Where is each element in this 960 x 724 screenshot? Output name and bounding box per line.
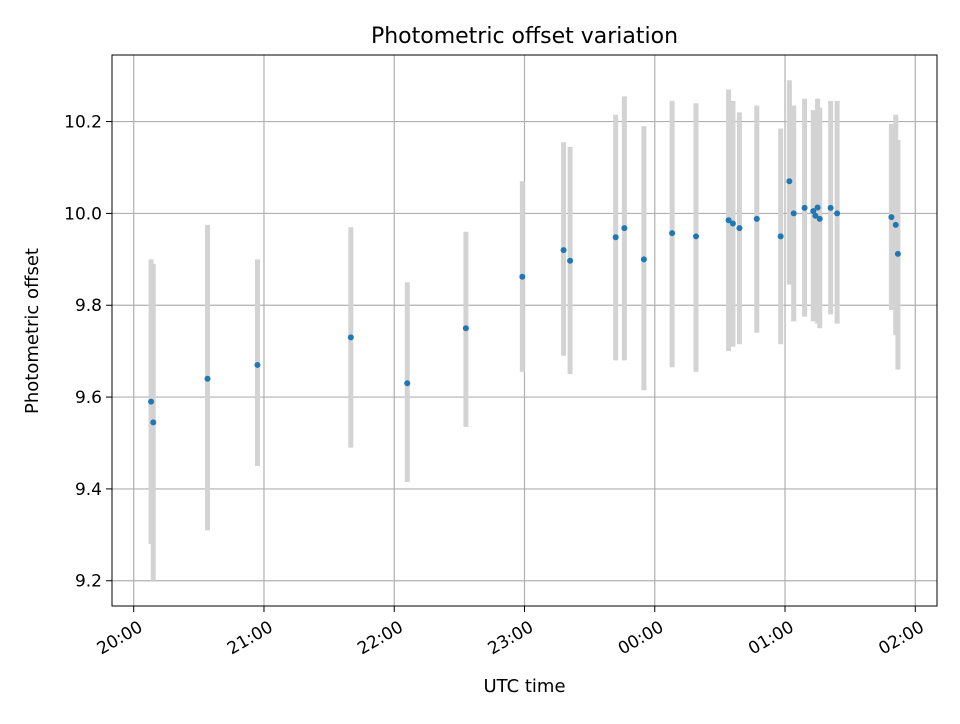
data-point [669,230,676,237]
data-point [148,398,155,405]
y-tick-label: 9.4 [75,480,102,500]
x-axis-label: UTC time [483,676,565,697]
data-point [254,361,261,368]
y-tick-label: 10.0 [64,204,102,224]
data-point [725,217,732,224]
data-point [892,221,899,228]
data-point [567,257,574,264]
data-point [827,204,834,211]
chart-title: Photometric offset variation [371,24,678,49]
data-point [347,334,354,341]
y-tick-label: 9.6 [75,388,102,408]
data-point [888,214,895,221]
point-layer [148,178,901,426]
data-point [204,375,211,382]
data-point [812,212,819,219]
data-point [693,233,700,240]
y-tick-label: 10.2 [64,113,102,133]
data-point [462,325,469,332]
data-point [612,234,619,241]
data-point [810,208,817,215]
data-point [816,215,823,222]
data-point [640,256,647,263]
y-axis-label: Photometric offset [22,248,43,414]
data-point [790,210,797,217]
data-point [894,250,901,257]
data-point [560,247,567,254]
data-point [801,204,808,211]
data-point [786,178,793,185]
data-point [834,210,841,217]
data-point [621,225,628,232]
data-point [814,204,821,211]
data-point [729,220,736,227]
y-tick-label: 9.8 [75,296,102,316]
data-point [777,233,784,240]
data-point [753,215,760,222]
y-tick-label: 9.2 [75,572,102,592]
data-point [736,225,743,232]
data-point [519,273,526,280]
data-point [150,419,157,426]
data-point [404,380,411,387]
